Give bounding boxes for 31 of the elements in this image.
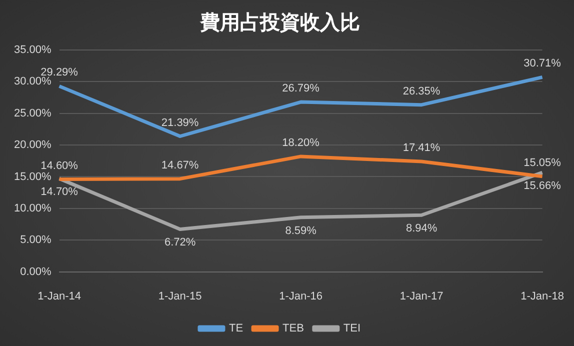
y-tick-label: 15.00% <box>14 170 52 183</box>
data-label: 17.41% <box>402 142 440 154</box>
data-label: 30.71% <box>524 58 562 70</box>
y-tick-label: 20.00% <box>14 139 52 152</box>
data-label: 18.20% <box>282 136 320 149</box>
y-tick-label: 30.00% <box>14 76 52 88</box>
chart-title: 費用占投資收入比 <box>199 10 360 34</box>
y-tick-label: 5.00% <box>20 234 52 246</box>
data-label: 14.60% <box>40 160 78 172</box>
x-tick-label: 1-Jan-16 <box>279 290 323 302</box>
legend-label: TEI <box>343 322 361 335</box>
x-tick-label: 1-Jan-18 <box>520 290 564 302</box>
data-label: 15.66% <box>524 180 562 192</box>
legend-label: TEB <box>282 322 304 335</box>
data-label: 6.72% <box>164 236 196 249</box>
data-label: 8.94% <box>406 222 438 235</box>
data-label: 14.67% <box>161 159 199 172</box>
y-tick-label: 35.00% <box>14 44 52 56</box>
data-label: 21.39% <box>161 116 199 129</box>
x-tick-label: 1-Jan-14 <box>38 290 82 302</box>
data-label: 26.35% <box>402 85 440 98</box>
data-label: 14.70% <box>40 186 78 198</box>
x-tick-label: 1-Jan-17 <box>400 290 444 302</box>
y-tick-label: 0.00% <box>20 266 52 278</box>
data-label: 26.79% <box>282 82 320 95</box>
x-tick-label: 1-Jan-15 <box>158 290 202 302</box>
y-tick-label: 25.00% <box>14 107 52 120</box>
y-tick-label: 10.00% <box>14 202 52 214</box>
data-label: 15.05% <box>524 156 562 169</box>
data-label: 8.59% <box>285 224 317 237</box>
legend-label: TE <box>228 322 244 335</box>
